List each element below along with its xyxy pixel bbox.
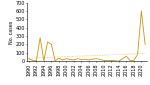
Y-axis label: No. cases: No. cases [9,20,14,44]
